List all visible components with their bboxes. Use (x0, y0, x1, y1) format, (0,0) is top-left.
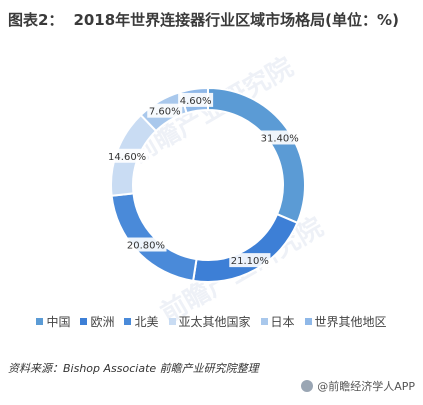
donut-slice (192, 212, 299, 283)
legend-item: 亚太其他国家 (168, 313, 251, 330)
slice-data-label: 31.40% (261, 133, 299, 144)
slice-label-background (147, 103, 183, 118)
legend-label: 欧洲 (90, 315, 115, 329)
donut-slice (110, 192, 198, 282)
donut-slice (207, 86, 306, 225)
legend-label: 亚太其他国家 (178, 315, 251, 329)
chart-title: 图表2： 2018年世界连接器行业区域市场格局(单位：%) (8, 10, 408, 30)
legend-label: 世界其他地区 (314, 315, 387, 329)
legend-swatch (124, 318, 132, 325)
slice-data-label: 7.60% (149, 107, 181, 118)
legend-swatch (304, 318, 312, 325)
slice-data-label: 21.10% (231, 256, 269, 267)
brand-logo-icon (301, 380, 314, 392)
legend-item: 日本 (260, 313, 295, 330)
source-note: 资料来源：Bishop Associate 前瞻产业研究院整理 (8, 362, 259, 375)
legend-swatch (260, 318, 268, 325)
legend-label: 中国 (46, 315, 71, 329)
legend-swatch (80, 318, 88, 325)
slice-data-label: 20.80% (127, 241, 165, 252)
slice-data-label: 14.60% (108, 152, 146, 163)
brand-text: @前瞻经济学人APP (317, 380, 415, 393)
brand-mark: @前瞻经济学人APP (301, 378, 415, 394)
donut-chart-svg: 31.40% 21.10% 20.80% 14.60% 7.60%4.60% (106, 86, 306, 283)
donut-chart: 31.40% 21.10% 20.80% 14.60% 7.60% 4.60% (0, 60, 423, 310)
legend-item: 中国 (36, 313, 70, 330)
slice-data-label: 4.60% (180, 96, 212, 107)
legend-item: 欧洲 (80, 313, 114, 330)
legend-swatch (36, 318, 44, 325)
slice-label-background (178, 92, 214, 107)
chart-legend: 中国 欧洲 北美 亚太其他国家 日本 世界其他地区 (0, 313, 423, 330)
chart-title-text: 2018年世界连接器行业区域市场格局(单位：%) (73, 11, 399, 29)
legend-label: 日本 (270, 315, 295, 329)
legend-item: 世界其他地区 (304, 313, 387, 330)
slice-label-background (259, 130, 301, 145)
chart-title-label: 图表2： (8, 11, 64, 29)
legend-swatch (168, 318, 176, 325)
legend-label: 北美 (134, 315, 159, 329)
legend-item: 北美 (124, 313, 159, 330)
slice-label-background (125, 237, 167, 252)
slice-label-background (229, 253, 271, 268)
slice-label-background (106, 148, 148, 163)
